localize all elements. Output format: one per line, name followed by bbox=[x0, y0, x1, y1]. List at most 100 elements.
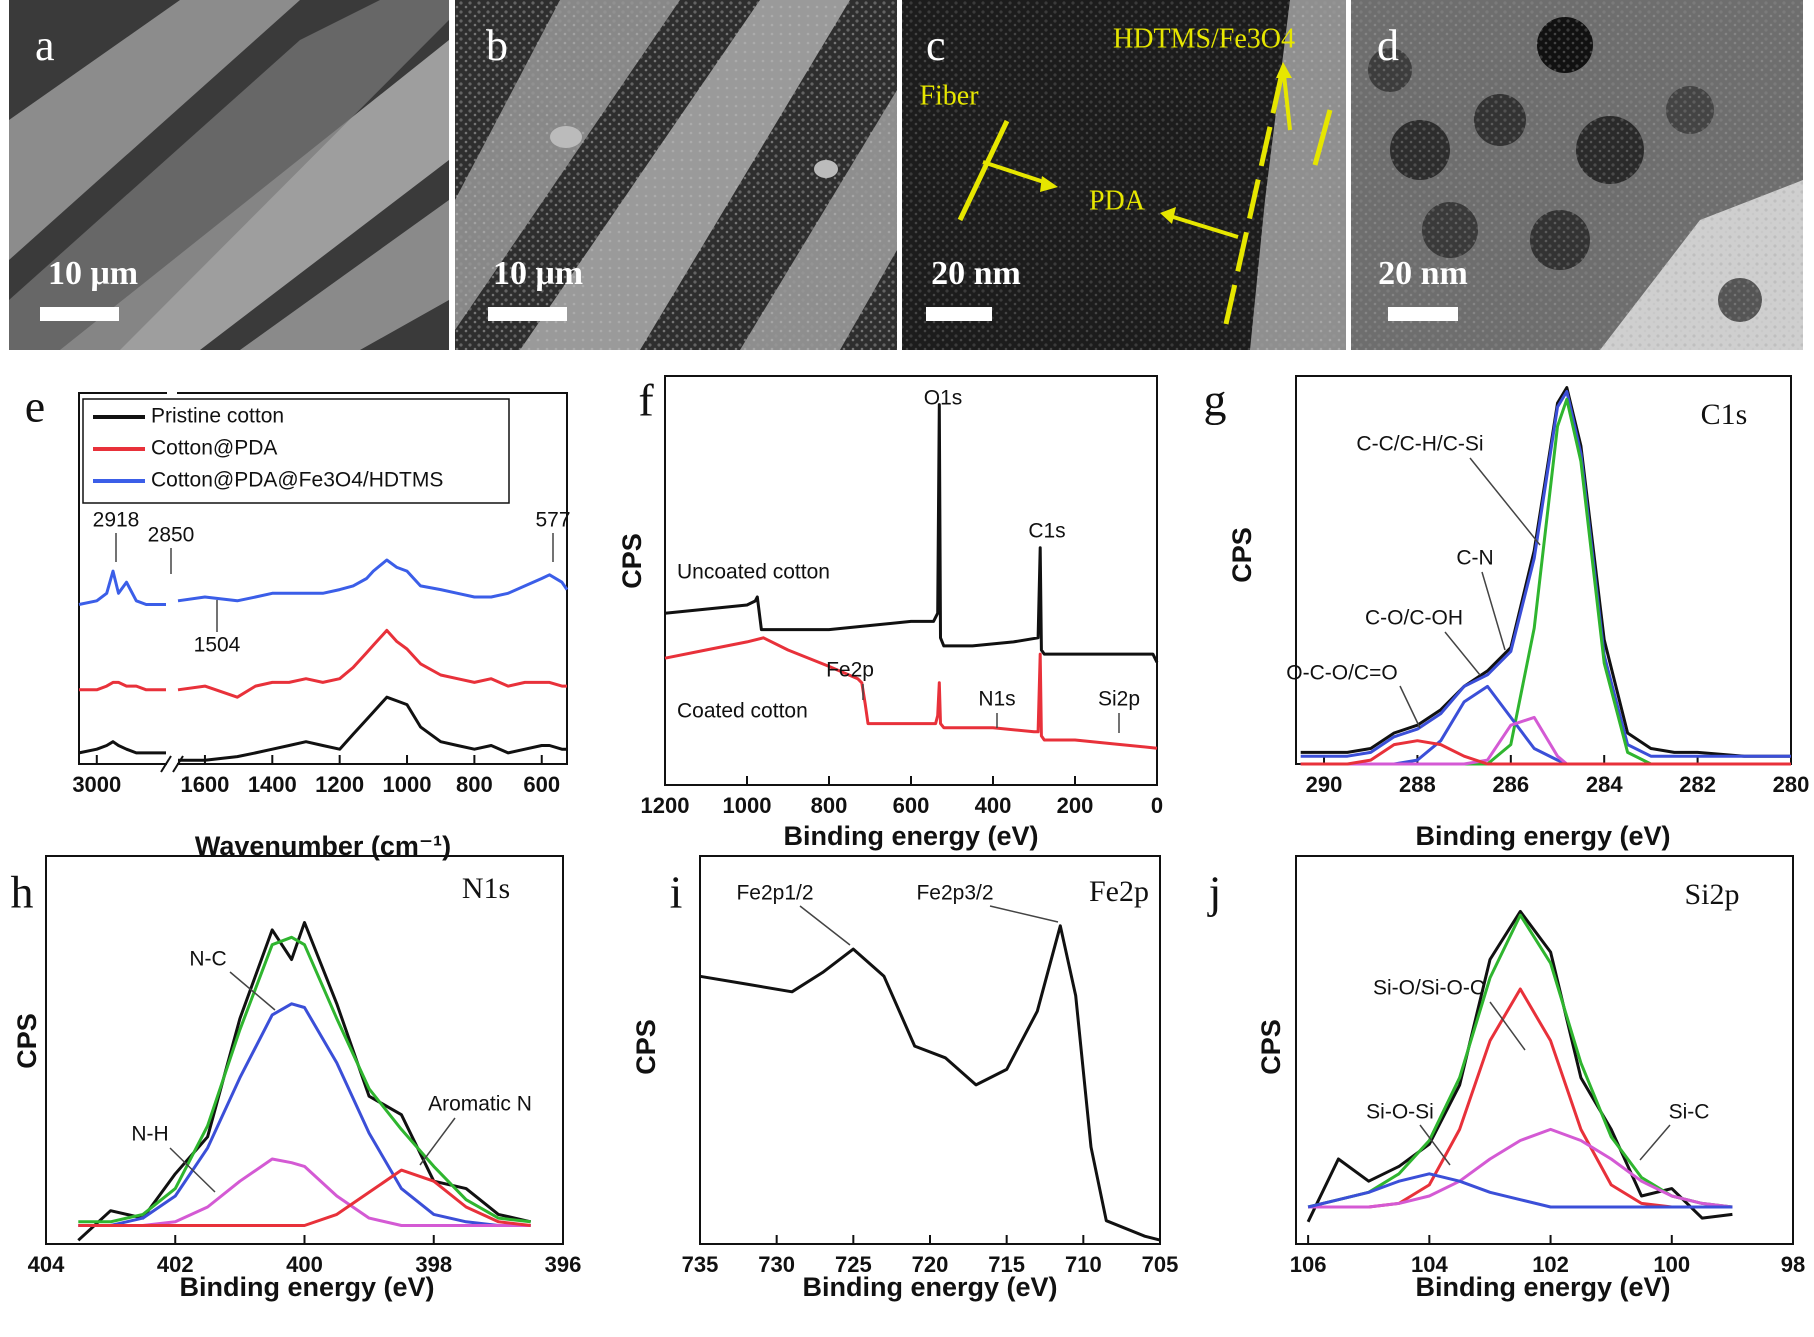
y-axis-label: CPS bbox=[631, 1019, 661, 1075]
series-line bbox=[1308, 1127, 1733, 1209]
x-tick-label: 396 bbox=[545, 1252, 582, 1277]
x-axis-label: Binding energy (eV) bbox=[783, 821, 1038, 851]
annotation: HDTMS/Fe3O4 bbox=[1113, 23, 1295, 54]
x-tick-label: 402 bbox=[157, 1252, 194, 1277]
x-tick-label: 284 bbox=[1586, 772, 1623, 797]
x-tick-label: 280 bbox=[1773, 772, 1810, 797]
x-tick-label: 1400 bbox=[248, 772, 297, 797]
annotation: Si2p bbox=[1684, 878, 1739, 911]
series-line bbox=[1306, 909, 1733, 1223]
series-line bbox=[1300, 739, 1791, 766]
panel-label: i bbox=[670, 867, 683, 918]
annotation: Fiber bbox=[919, 80, 979, 111]
legend-label: Cotton@PDA@Fe3O4/HDTMS bbox=[151, 469, 443, 492]
leader-line bbox=[1489, 1001, 1526, 1051]
panel-label: c bbox=[926, 21, 946, 70]
plot-frame bbox=[1295, 855, 1794, 1245]
series-line bbox=[1300, 684, 1791, 766]
annotation: Aromatic N bbox=[428, 1093, 532, 1116]
x-tick-label: 104 bbox=[1411, 1252, 1448, 1277]
x-tick-label: 200 bbox=[1057, 793, 1094, 818]
series-line bbox=[1308, 987, 1733, 1209]
axis-break bbox=[172, 755, 184, 773]
x-tick-label: 286 bbox=[1492, 772, 1529, 797]
x-tick-label: 400 bbox=[286, 1252, 323, 1277]
x-tick-label: 288 bbox=[1399, 772, 1436, 797]
panel-label: g bbox=[1204, 375, 1227, 426]
annotation: PDA bbox=[1089, 185, 1146, 216]
series-line bbox=[78, 935, 531, 1224]
x-tick-label: 3000 bbox=[72, 772, 121, 797]
x-tick-label: 1000 bbox=[383, 772, 432, 797]
x-tick-label: 600 bbox=[893, 793, 930, 818]
series-line bbox=[78, 695, 567, 762]
series-line bbox=[664, 636, 1158, 750]
x-tick-label: 400 bbox=[975, 793, 1012, 818]
annotation: C1s bbox=[1701, 398, 1748, 431]
series-line bbox=[1307, 913, 1733, 1209]
micrograph-c: c 20 nm Fiber PDA HDTMS/Fe3O4 bbox=[902, 0, 1346, 350]
annotation: C-N bbox=[1456, 547, 1493, 570]
annotation: Si-C bbox=[1669, 1101, 1710, 1124]
x-tick-label: 0 bbox=[1151, 793, 1163, 818]
y-axis-label: CPS bbox=[1256, 1019, 1286, 1075]
leader-line bbox=[1399, 685, 1421, 729]
leader-line bbox=[419, 1117, 456, 1166]
axis-break bbox=[167, 389, 177, 397]
leader-line bbox=[799, 905, 851, 946]
x-tick-label: 290 bbox=[1306, 772, 1343, 797]
x-tick-label: 282 bbox=[1679, 772, 1716, 797]
x-tick-label: 102 bbox=[1532, 1252, 1569, 1277]
x-tick-label: 1200 bbox=[641, 793, 690, 818]
x-tick-label: 600 bbox=[523, 772, 560, 797]
annotation: Si2p bbox=[1098, 688, 1140, 711]
x-tick-label: 106 bbox=[1290, 1252, 1327, 1277]
series-line bbox=[77, 921, 532, 1242]
annotation: C-C/C-H/C-Si bbox=[1356, 433, 1483, 456]
annotation: O-C-O/C=O bbox=[1286, 662, 1397, 685]
x-tick-label: 800 bbox=[456, 772, 493, 797]
scale-label: 20 nm bbox=[931, 255, 1021, 292]
x-tick-label: 720 bbox=[912, 1252, 949, 1277]
plot-frame bbox=[45, 855, 564, 1245]
scale-label: 10 μm bbox=[493, 255, 583, 292]
series-line bbox=[78, 1002, 531, 1227]
leader-line bbox=[1444, 631, 1481, 676]
x-tick-label: 398 bbox=[415, 1252, 452, 1277]
annotation: Fe2p3/2 bbox=[916, 882, 993, 905]
annotation: C1s bbox=[1028, 520, 1065, 543]
leader-line bbox=[1419, 1124, 1451, 1166]
x-tick-label: 1200 bbox=[315, 772, 364, 797]
annotation: O1s bbox=[924, 387, 963, 410]
x-tick-label: 710 bbox=[1065, 1252, 1102, 1277]
x-axis-label: Binding energy (eV) bbox=[1415, 1272, 1670, 1302]
legend-label: Pristine cotton bbox=[151, 405, 284, 428]
plot-frame bbox=[78, 392, 568, 765]
annotation: Si-O/Si-O-C bbox=[1373, 977, 1485, 1000]
x-tick-label: 100 bbox=[1653, 1252, 1690, 1277]
panel-label: b bbox=[486, 21, 508, 70]
x-axis-label: Binding energy (eV) bbox=[179, 1272, 434, 1302]
y-axis-label: CPS bbox=[617, 533, 647, 589]
plot-frame bbox=[699, 855, 1161, 1245]
x-axis-label: Binding energy (eV) bbox=[802, 1272, 1057, 1302]
legend-box bbox=[82, 398, 510, 504]
leader-line bbox=[1639, 1124, 1671, 1161]
series-line bbox=[78, 558, 569, 606]
leader-line bbox=[229, 971, 276, 1011]
annotation: Uncoated cotton bbox=[677, 561, 830, 584]
annotation: Fe2p bbox=[1089, 875, 1149, 908]
annotation: N-H bbox=[131, 1123, 168, 1146]
annotation: 1504 bbox=[194, 634, 241, 657]
x-tick-label: 730 bbox=[758, 1252, 795, 1277]
x-axis-label: Binding energy (eV) bbox=[1415, 821, 1670, 851]
annotation: N-C bbox=[189, 948, 226, 971]
annotation: C-O/C-OH bbox=[1365, 607, 1463, 630]
axis-break bbox=[160, 755, 172, 773]
scale-label: 20 nm bbox=[1378, 255, 1468, 292]
panel-label: a bbox=[35, 21, 55, 70]
x-tick-label: 98 bbox=[1781, 1252, 1805, 1277]
x-tick-label: 705 bbox=[1142, 1252, 1179, 1277]
panel-label: e bbox=[25, 381, 45, 432]
